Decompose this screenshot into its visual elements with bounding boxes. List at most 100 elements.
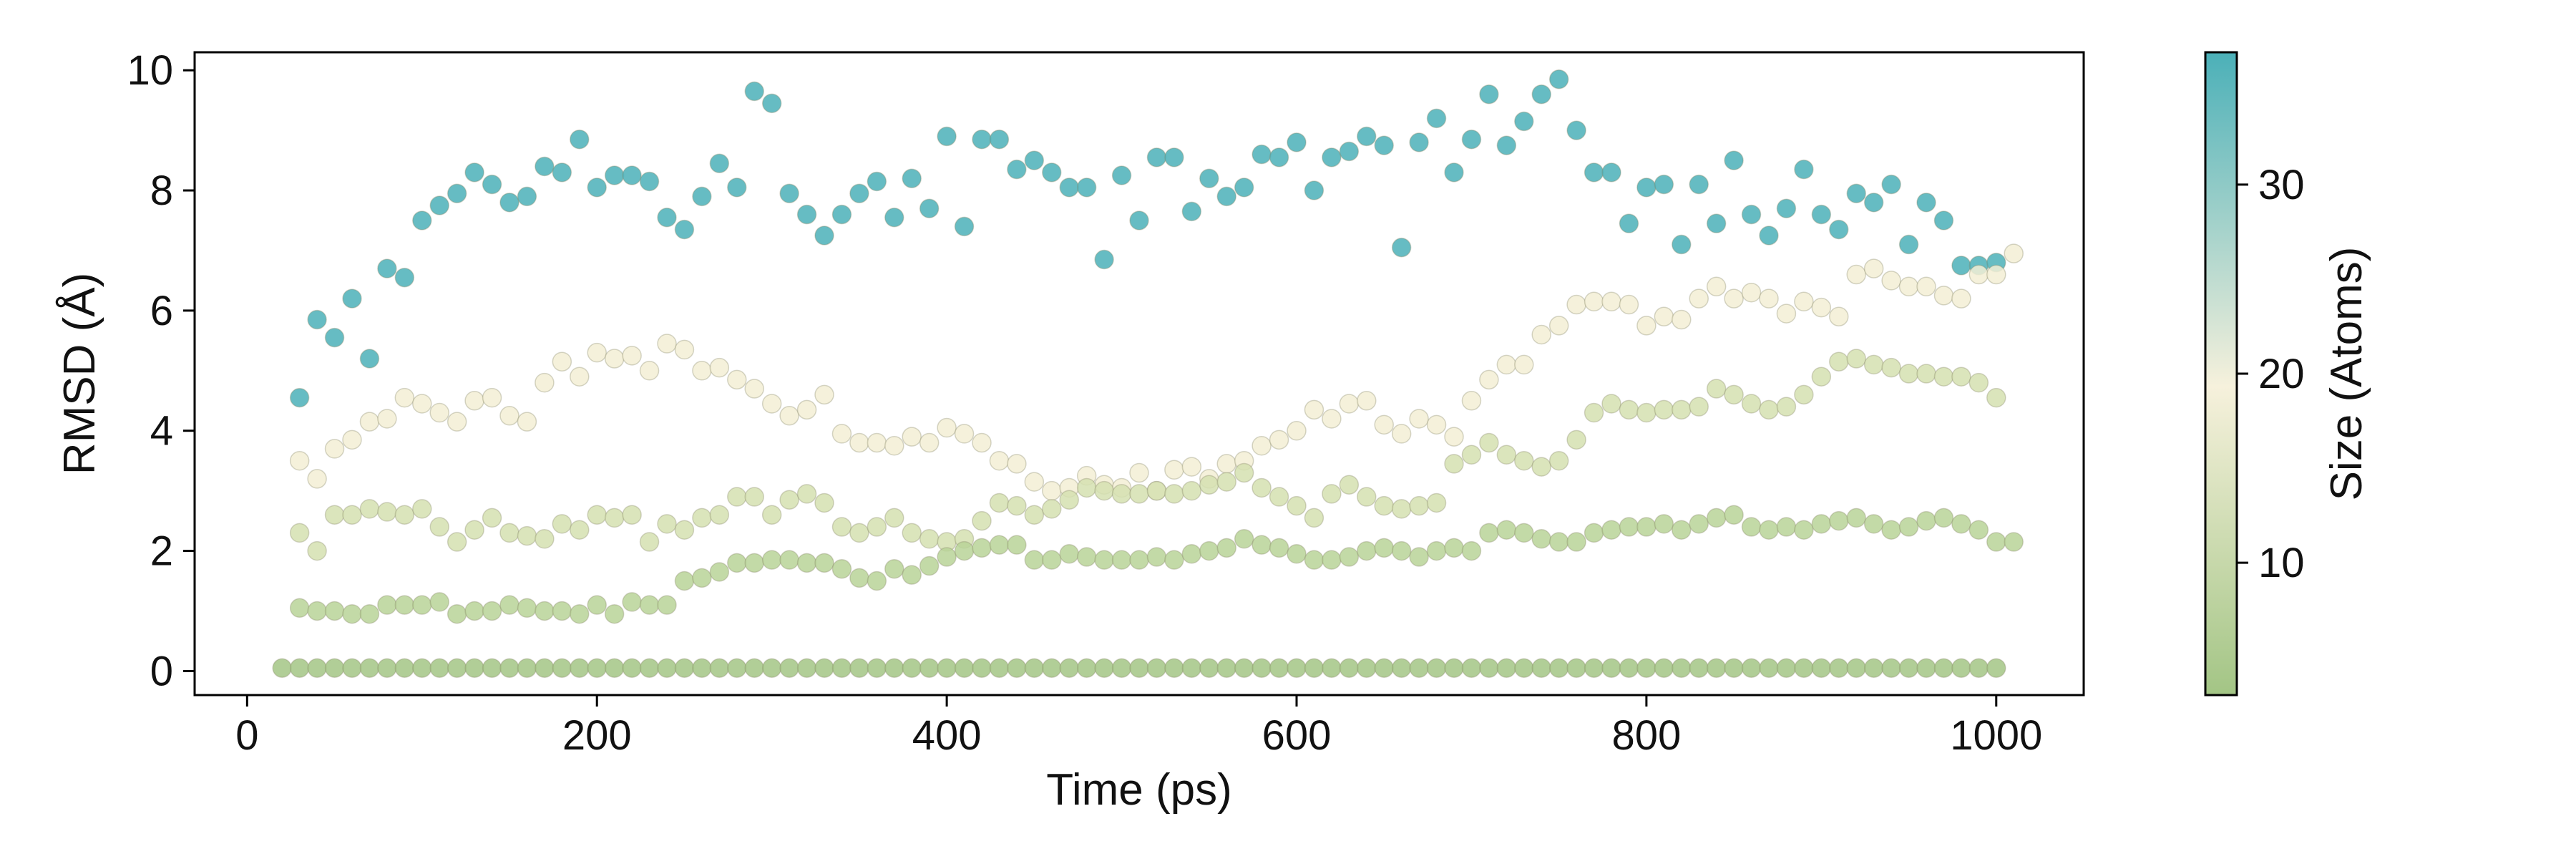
scatter-point (831, 517, 852, 537)
scatter-point (1374, 495, 1394, 516)
scatter-point (1654, 306, 1674, 327)
scatter-point (535, 372, 555, 393)
scatter-point (1654, 399, 1674, 420)
scatter-point (622, 592, 642, 612)
scatter-point (1654, 658, 1674, 678)
scatter-point (1881, 271, 1901, 291)
scatter-point (1287, 132, 1307, 152)
scatter-point (1829, 351, 1849, 372)
scatter-point (464, 658, 484, 678)
scatter-point (1252, 658, 1272, 678)
scatter-point (429, 658, 449, 678)
scatter-point (1391, 238, 1412, 258)
scatter-point (1776, 198, 1797, 218)
scatter-point (867, 517, 887, 537)
scatter-point (342, 430, 362, 450)
scatter-point (517, 598, 537, 618)
scatter-point (1287, 658, 1307, 678)
series-0 (289, 69, 2006, 408)
scatter-point (359, 349, 380, 369)
scatter-point (1111, 484, 1132, 504)
scatter-point (1426, 108, 1447, 129)
scatter-point (796, 204, 817, 225)
scatter-point (954, 216, 975, 237)
scatter-point (1357, 487, 1377, 507)
scatter-point (1391, 658, 1412, 678)
y-tick-label: 2 (150, 528, 173, 575)
scatter-point (674, 219, 695, 240)
scatter-point (447, 412, 467, 432)
colorbar-title: Size (Atoms) (2322, 247, 2371, 501)
scatter-point (535, 156, 555, 177)
scatter-point (674, 339, 695, 360)
scatter-point (429, 402, 449, 423)
colorbar-tick-label: 30 (2258, 162, 2305, 208)
scatter-point (1881, 357, 1901, 378)
scatter-point (1776, 658, 1797, 678)
scatter-point (1619, 399, 1639, 420)
scatter-point (1444, 427, 1464, 447)
scatter-point (535, 658, 555, 678)
scatter-point (779, 183, 799, 203)
scatter-point (429, 195, 449, 215)
scatter-point (307, 309, 327, 330)
scatter-point (1531, 84, 1551, 105)
scatter-point (1094, 249, 1114, 270)
scatter-point (884, 435, 904, 456)
scatter-point (517, 525, 537, 546)
plot-frame (193, 51, 2085, 697)
scatter-point (289, 658, 310, 678)
scatter-point (1829, 510, 1849, 531)
scatter-point (447, 183, 467, 203)
x-tick-label: 200 (562, 712, 632, 759)
scatter-point (1846, 508, 1866, 528)
scatter-point (1619, 294, 1639, 315)
scatter-point (552, 658, 572, 678)
scatter-point (779, 405, 799, 426)
scatter-point (272, 658, 292, 678)
scatter-point (1846, 183, 1866, 203)
scatter-point (709, 153, 730, 174)
scatter-point (849, 658, 869, 678)
scatter-point (937, 658, 957, 678)
scatter-point (342, 658, 362, 678)
scatter-point (587, 505, 607, 525)
scatter-point (1689, 174, 1709, 195)
scatter-point (1531, 457, 1551, 477)
scatter-point (1584, 658, 1604, 678)
scatter-point (307, 540, 327, 561)
scatter-point (1951, 658, 1971, 678)
scatter-point (1007, 159, 1027, 180)
scatter-point (1374, 658, 1394, 678)
scatter-point (1269, 147, 1289, 168)
scatter-point (902, 658, 922, 678)
scatter-point (342, 288, 362, 309)
scatter-point (1619, 658, 1639, 678)
scatter-point (1059, 490, 1079, 510)
y-tick-label: 4 (150, 408, 173, 455)
scatter-point (604, 349, 625, 369)
scatter-point (1164, 550, 1184, 570)
scatter-point (657, 658, 677, 678)
scatter-point (1811, 367, 1832, 387)
scatter-point (1951, 288, 1971, 309)
scatter-point (482, 508, 502, 528)
scatter-point (324, 439, 345, 459)
scatter-point (1689, 514, 1709, 534)
x-tick-label: 600 (1262, 712, 1332, 759)
scatter-point (1444, 658, 1464, 678)
scatter-point (1322, 484, 1342, 504)
scatter-point (1479, 84, 1499, 105)
scatter-point (937, 126, 957, 147)
scatter-point (867, 571, 887, 591)
scatter-point (1863, 658, 1884, 678)
scatter-point (954, 424, 975, 444)
scatter-point (412, 595, 432, 615)
scatter-point (1409, 495, 1429, 516)
scatter-point (499, 405, 519, 426)
scatter-point (1339, 547, 1360, 567)
scatter-point (1461, 445, 1482, 465)
scatter-point (1076, 658, 1097, 678)
scatter-point (289, 598, 310, 618)
scatter-point (1776, 397, 1797, 417)
